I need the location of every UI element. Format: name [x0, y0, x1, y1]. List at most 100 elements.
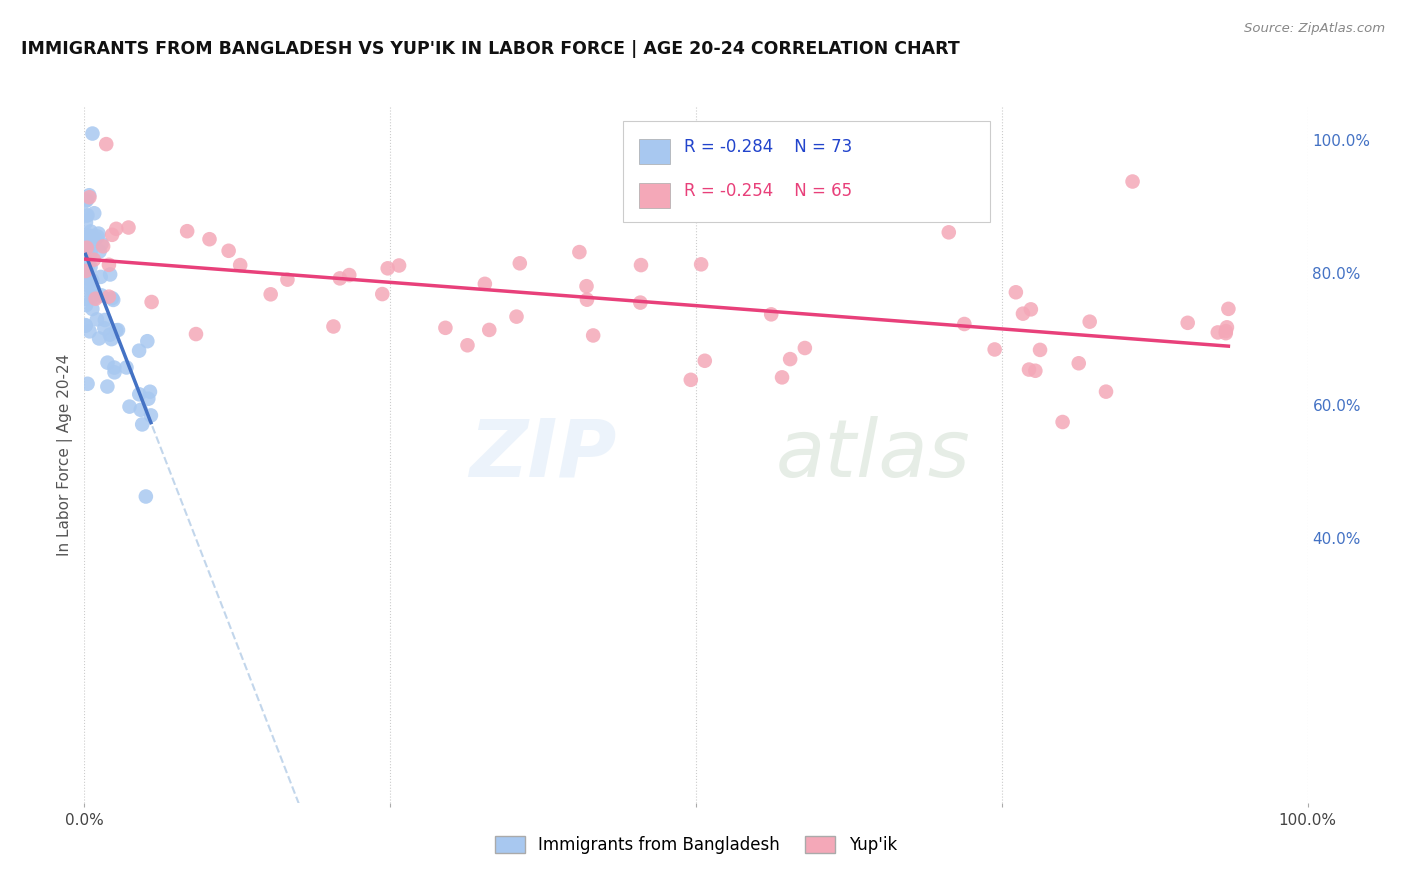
Text: R = -0.254    N = 65: R = -0.254 N = 65 [685, 182, 852, 200]
Point [75, 264, 97, 278]
Point [76, 237, 98, 252]
Point [1215, 326, 1237, 340]
Point [86, 229, 108, 244]
Point [322, 319, 344, 334]
Text: atlas: atlas [776, 416, 970, 494]
Y-axis label: In Labor Force | Age 20-24: In Labor Force | Age 20-24 [58, 354, 73, 556]
Point [1095, 384, 1118, 399]
Point [456, 338, 478, 352]
Point [139, 384, 162, 399]
Point [131, 417, 153, 432]
Point [115, 360, 138, 375]
Point [76, 241, 98, 255]
Point [276, 272, 298, 286]
Text: R = -0.284    N = 73: R = -0.284 N = 73 [685, 137, 852, 156]
Point [1122, 174, 1144, 188]
Point [83, 291, 105, 305]
Point [218, 244, 240, 258]
Point [75, 292, 97, 306]
Point [129, 402, 152, 417]
Point [101, 291, 124, 305]
Point [1019, 302, 1042, 317]
Point [96, 379, 118, 393]
Point [75, 318, 97, 333]
Point [80, 289, 103, 303]
Point [377, 261, 399, 276]
Point [97, 258, 120, 272]
Point [76, 271, 98, 285]
Point [575, 279, 598, 293]
Point [103, 293, 125, 307]
Point [86, 312, 108, 326]
Point [107, 323, 129, 337]
Point [98, 327, 121, 342]
Point [76, 193, 98, 207]
Point [83, 282, 105, 296]
Point [76, 208, 98, 222]
Point [1215, 324, 1237, 338]
Point [82, 230, 104, 244]
Point [82, 273, 104, 287]
Point [135, 490, 157, 504]
Point [96, 356, 118, 370]
Point [75, 194, 97, 208]
Point [1012, 307, 1035, 321]
Point [75, 259, 97, 273]
Point [770, 370, 793, 384]
Point [84, 232, 107, 246]
Point [79, 245, 101, 260]
Point [79, 250, 101, 264]
Point [90, 236, 112, 251]
Point [75, 278, 97, 293]
Point [505, 310, 527, 324]
Point [79, 228, 101, 243]
Point [1052, 415, 1074, 429]
Point [80, 224, 103, 238]
Point [82, 127, 104, 141]
Point [117, 220, 139, 235]
Point [87, 331, 110, 345]
Point [87, 227, 110, 241]
Point [434, 321, 457, 335]
Point [105, 222, 128, 236]
Point [89, 244, 111, 259]
Point [337, 268, 360, 282]
Point [75, 259, 97, 273]
Point [76, 376, 98, 391]
Point [105, 323, 128, 337]
Point [98, 268, 121, 282]
Point [136, 334, 159, 349]
Point [84, 292, 107, 306]
Point [575, 293, 598, 307]
Point [75, 263, 97, 277]
Point [128, 343, 150, 358]
Point [141, 295, 163, 310]
Legend: Immigrants from Bangladesh, Yup'ik: Immigrants from Bangladesh, Yup'ik [488, 829, 904, 861]
Point [83, 252, 105, 267]
Point [371, 287, 394, 301]
Point [983, 343, 1005, 357]
Point [91, 239, 114, 253]
Point [628, 295, 651, 310]
Point [1218, 301, 1240, 316]
Point [184, 327, 207, 342]
Point [90, 269, 112, 284]
Point [77, 188, 100, 202]
Point [96, 137, 118, 152]
Point [509, 256, 531, 270]
Point [75, 209, 97, 223]
Point [693, 353, 716, 368]
Point [478, 323, 501, 337]
Point [582, 328, 605, 343]
Point [79, 260, 101, 274]
Point [1018, 362, 1040, 376]
Point [83, 206, 105, 220]
Point [75, 215, 97, 229]
Point [79, 324, 101, 338]
Text: IMMIGRANTS FROM BANGLADESH VS YUP'IK IN LABOR FORCE | AGE 20-24 CORRELATION CHAR: IMMIGRANTS FROM BANGLADESH VS YUP'IK IN … [21, 40, 960, 58]
Point [80, 281, 103, 295]
Point [128, 387, 150, 401]
Point [1078, 315, 1101, 329]
Text: ZIP: ZIP [470, 416, 616, 494]
Point [229, 258, 252, 272]
